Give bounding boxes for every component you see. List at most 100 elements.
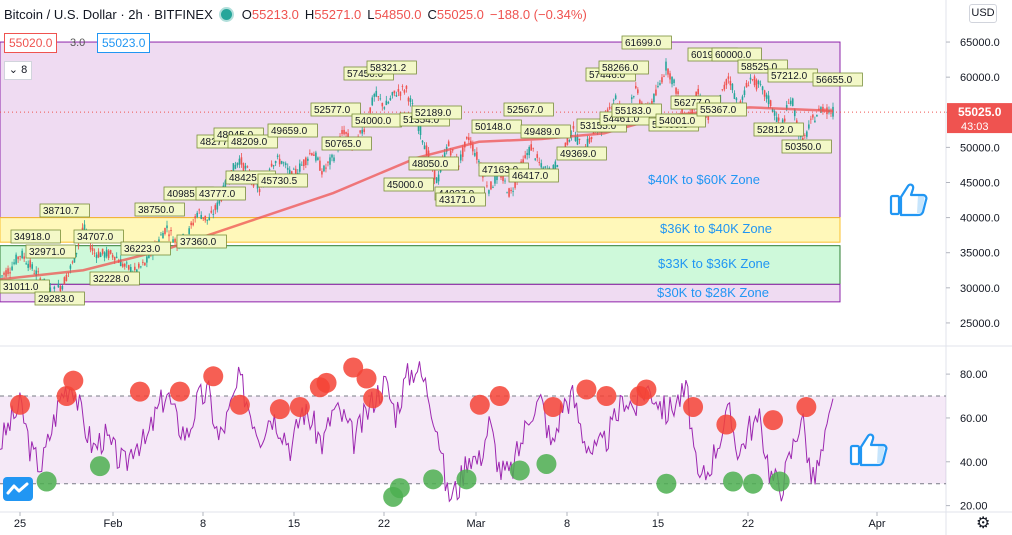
price-annotation-label: 46417.0: [512, 171, 549, 182]
price-annotation-box[interactable]: [39, 203, 90, 218]
candle-body: [723, 84, 726, 90]
price-annotation-box[interactable]: [435, 192, 486, 207]
price-annotation-box[interactable]: [257, 173, 308, 188]
price-tick-label: 25000.0: [960, 318, 1000, 330]
price-annotation-box[interactable]: [383, 177, 434, 192]
price-tick-label: 35000.0: [960, 248, 1000, 260]
close-value: 55025.0: [436, 6, 484, 22]
candle-body: [421, 140, 424, 143]
price-zone[interactable]: [0, 217, 841, 243]
candle-body: [144, 262, 146, 266]
candle-body: [313, 154, 315, 156]
candle-body: [586, 138, 589, 148]
candle-body: [206, 219, 209, 221]
price-annotation-label: 50148.0: [475, 122, 512, 133]
price-annotation-label: 52577.0: [314, 105, 351, 116]
candle-body: [214, 205, 217, 211]
price-annotation-box[interactable]: [120, 241, 171, 256]
candle-body: [190, 222, 192, 226]
tradingview-logo-icon[interactable]: [3, 477, 33, 501]
price-annotation-box[interactable]: [366, 60, 417, 75]
price-annotation-box[interactable]: [195, 186, 246, 201]
price-annotation-box[interactable]: [655, 113, 706, 128]
candle-body: [806, 131, 808, 137]
price-annotation-label: 55183.0: [615, 106, 652, 117]
price-annotation-box[interactable]: [10, 229, 61, 244]
currency-button[interactable]: USD: [969, 4, 997, 23]
rsi-overbought-marker: [796, 396, 817, 417]
rsi-oversold-marker: [656, 473, 677, 494]
candle-body: [405, 85, 408, 89]
price-annotation-box[interactable]: [321, 136, 372, 151]
price-annotation-label: 52189.0: [415, 108, 452, 119]
candle-body: [697, 88, 699, 95]
candle-body: [204, 215, 207, 221]
price-annotation-box[interactable]: [556, 146, 607, 161]
candle-body: [270, 163, 273, 167]
price-annotation-box[interactable]: [812, 72, 863, 87]
price-annotation-box[interactable]: [25, 244, 76, 259]
buy-price-button[interactable]: 55023.0: [97, 33, 151, 53]
candle-body: [25, 263, 27, 265]
symbol-title[interactable]: Bitcoin / U.S. Dollar · 2h · BITFINEX: [4, 6, 213, 22]
candle-body: [781, 119, 784, 123]
gear-icon[interactable]: ⚙: [976, 515, 991, 532]
price-annotation-box[interactable]: [711, 47, 762, 62]
price-annotation-box[interactable]: [503, 102, 554, 117]
price-annotation-box[interactable]: [134, 202, 185, 217]
indicators-toggle-button[interactable]: ⌄ 8: [4, 61, 32, 80]
rsi-oversold-marker: [743, 473, 764, 494]
price-annotation-label: 49489.0: [524, 127, 561, 138]
candle-body: [31, 264, 33, 269]
price-annotation-box[interactable]: [176, 234, 227, 249]
candle-body: [298, 163, 301, 172]
time-tick-label: 8: [200, 518, 206, 530]
candle-body: [198, 209, 200, 211]
candle-body: [33, 273, 36, 275]
price-annotation-box[interactable]: [227, 134, 278, 149]
candle-body: [566, 135, 569, 145]
candle-body: [125, 262, 128, 264]
candle-body: [633, 96, 635, 98]
sell-price-button[interactable]: 55020.0: [4, 33, 58, 53]
candle-body: [83, 224, 86, 231]
candle-body: [395, 95, 398, 97]
price-annotation-box[interactable]: [0, 279, 50, 294]
candle-body: [574, 135, 577, 141]
price-annotation-box[interactable]: [611, 103, 662, 118]
candle-body: [305, 157, 307, 166]
price-annotation-box[interactable]: [520, 124, 571, 139]
price-annotation-label: 43171.0: [439, 195, 476, 206]
candle-body: [614, 95, 617, 99]
candle-body: [385, 100, 388, 106]
price-annotation-box[interactable]: [621, 35, 672, 50]
candle-body: [319, 160, 321, 171]
candle-body: [363, 129, 365, 132]
candle-body: [71, 261, 74, 263]
price-annotation-box[interactable]: [781, 139, 832, 154]
price-annotation-box[interactable]: [267, 123, 318, 138]
price-annotation-box[interactable]: [508, 168, 559, 183]
price-annotation-box[interactable]: [34, 291, 85, 306]
candle-body: [488, 190, 490, 194]
price-annotation-box[interactable]: [408, 156, 459, 171]
rsi-tick-label: 40.00: [960, 457, 988, 469]
price-annotation-box[interactable]: [73, 229, 124, 244]
candle-body: [572, 125, 575, 129]
candle-body: [727, 76, 730, 79]
candle-body: [447, 141, 450, 147]
rsi-oversold-marker: [536, 453, 557, 474]
candle-body: [307, 158, 309, 161]
price-annotation-box[interactable]: [696, 102, 747, 117]
price-annotation-box[interactable]: [753, 122, 804, 137]
price-annotation-box[interactable]: [89, 271, 140, 286]
price-annotation-box[interactable]: [598, 60, 649, 75]
price-annotation-box[interactable]: [411, 105, 462, 120]
price-annotation-label: 49369.0: [560, 149, 597, 160]
candle-body: [510, 189, 512, 192]
rsi-overbought-marker: [636, 379, 657, 400]
price-annotation-label: 37360.0: [180, 237, 217, 248]
price-zone[interactable]: [0, 283, 841, 303]
price-annotation-box[interactable]: [310, 102, 361, 117]
